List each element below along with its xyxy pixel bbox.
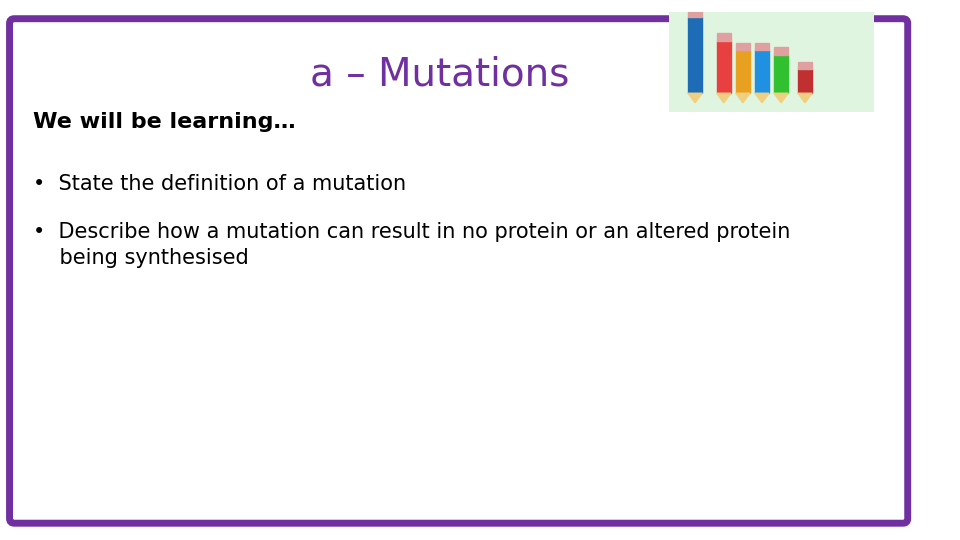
Polygon shape: [755, 93, 769, 103]
Polygon shape: [774, 93, 788, 103]
Text: being synthesised: being synthesised: [34, 248, 250, 268]
Bar: [716, 33, 731, 40]
Bar: [755, 43, 769, 50]
Polygon shape: [716, 93, 731, 103]
Polygon shape: [735, 93, 750, 103]
Bar: [688, 17, 703, 93]
Text: •  State the definition of a mutation: • State the definition of a mutation: [34, 174, 407, 194]
Text: •  Describe how a mutation can result in no protein or an altered protein: • Describe how a mutation can result in …: [34, 222, 791, 242]
FancyBboxPatch shape: [10, 19, 908, 523]
Bar: [688, 9, 703, 17]
Bar: [774, 55, 788, 93]
Bar: [716, 40, 731, 93]
Polygon shape: [688, 93, 703, 103]
Bar: [798, 69, 812, 93]
Bar: [774, 48, 788, 55]
Text: We will be learning…: We will be learning…: [34, 112, 296, 132]
Bar: [755, 50, 769, 93]
Bar: [735, 43, 750, 50]
Polygon shape: [798, 93, 812, 103]
Bar: [798, 62, 812, 69]
Text: a – Mutations: a – Mutations: [310, 55, 569, 93]
Bar: [735, 50, 750, 93]
FancyBboxPatch shape: [669, 12, 875, 112]
